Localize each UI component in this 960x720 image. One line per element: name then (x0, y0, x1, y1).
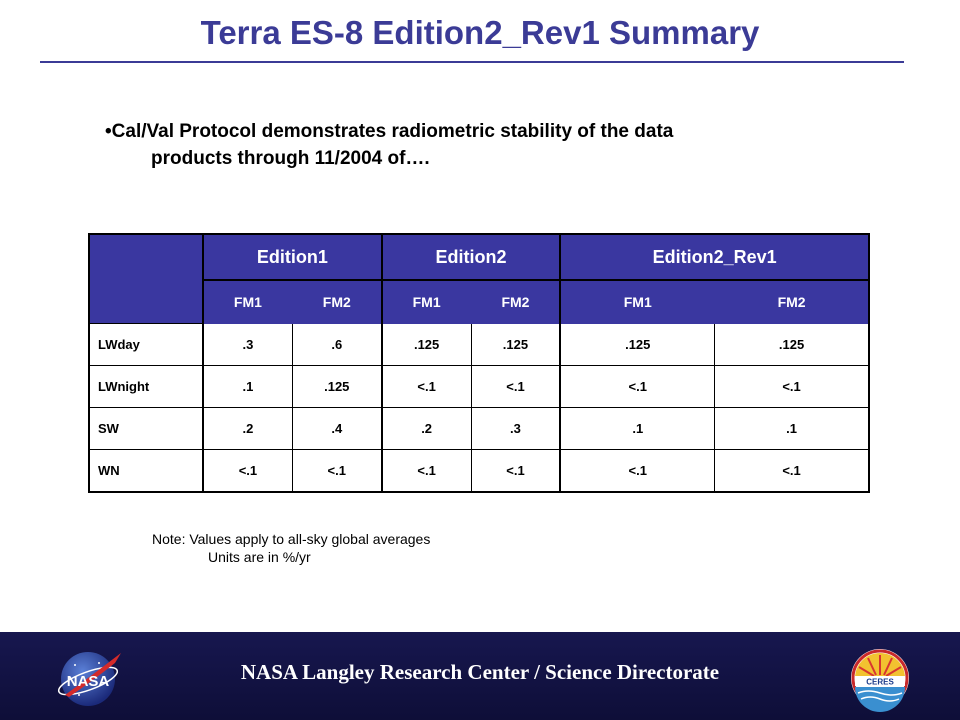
subheader-cell: FM1 (201, 280, 293, 324)
table-cell: .125 (559, 323, 716, 366)
ceres-logo-text: CERES (866, 678, 894, 687)
bullet-line-2: products through 11/2004 of…. (151, 148, 430, 169)
nasa-logo-text: NASA (67, 673, 110, 690)
table-cell: .125 (714, 323, 870, 366)
table-cell: <.1 (559, 449, 716, 493)
table-cell: <.1 (559, 365, 716, 408)
row-label: SW (88, 407, 204, 450)
table-cell: .6 (291, 323, 383, 366)
subheader-cell: FM2 (470, 280, 561, 324)
bullet-text: •Cal/Val Protocol demonstrates radiometr… (105, 118, 845, 172)
table-cell: .2 (380, 407, 472, 450)
subheader-cell: FM2 (291, 280, 383, 324)
table-cell: <.1 (380, 365, 472, 408)
table-corner-cell (88, 233, 204, 324)
table-cell: <.1 (201, 449, 293, 493)
page-title: Terra ES-8 Edition2_Rev1 Summary (200, 14, 760, 51)
note-line-2: Units are in %/yr (208, 549, 311, 565)
table-cell: <.1 (714, 449, 870, 493)
table-cell: <.1 (714, 365, 870, 408)
table-cell: .3 (470, 407, 561, 450)
table-cell: .125 (470, 323, 561, 366)
footer-bar (0, 632, 960, 720)
row-label: WN (88, 449, 204, 493)
table-cell: <.1 (470, 365, 561, 408)
table-cell: .1 (559, 407, 716, 450)
table-cell: <.1 (470, 449, 561, 493)
subheader-cell: FM1 (380, 280, 472, 324)
table-cell: .125 (291, 365, 383, 408)
table-cell: <.1 (291, 449, 383, 493)
ceres-logo-icon: CERES (851, 649, 909, 712)
table-cell: .2 (201, 407, 293, 450)
table-cell: .1 (714, 407, 870, 450)
row-label: LWnight (88, 365, 204, 408)
table-cell: .3 (201, 323, 293, 366)
summary-table: Edition1 Edition2 Edition2_Rev1 FM1 FM2 … (88, 233, 870, 493)
subheader-cell: FM1 (559, 280, 716, 324)
nasa-meatball-logo-icon: NASA (57, 652, 121, 706)
table-cell: .125 (380, 323, 472, 366)
note-text: Note: Values apply to all-sky global ave… (152, 530, 430, 566)
title-divider (40, 61, 904, 63)
group-header-edition2-rev1: Edition2_Rev1 (559, 233, 870, 281)
note-line-1: Note: Values apply to all-sky global ave… (152, 531, 431, 547)
row-label: LWday (88, 323, 204, 366)
subheader-cell: FM2 (714, 280, 870, 324)
footer-text: NASA Langley Research Center / Science D… (240, 660, 720, 684)
group-header-edition2: Edition2 (380, 233, 561, 281)
table-row: SW .2 .4 .2 .3 .1 .1 (88, 407, 870, 450)
group-header-edition1: Edition1 (202, 233, 383, 281)
table-row: LWday .3 .6 .125 .125 .125 .125 (88, 323, 870, 366)
bullet-line-1: •Cal/Val Protocol demonstrates radiometr… (105, 121, 674, 142)
table-cell: .4 (291, 407, 383, 450)
table-row: LWnight .1 .125 <.1 <.1 <.1 <.1 (88, 365, 870, 408)
table-cell: .1 (201, 365, 293, 408)
table-row: WN <.1 <.1 <.1 <.1 <.1 <.1 (88, 449, 870, 493)
table-cell: <.1 (380, 449, 472, 493)
